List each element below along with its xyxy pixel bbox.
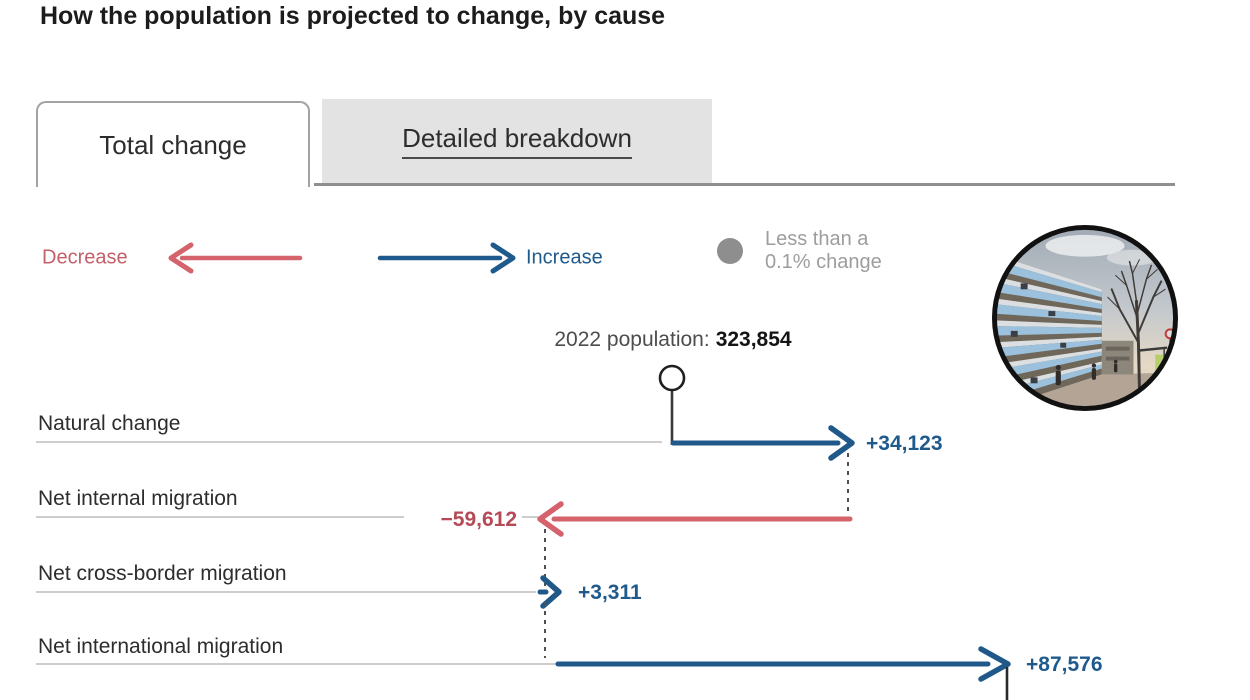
legend-neutral-label: Less than a 0.1% change — [765, 228, 882, 274]
row-baseline-net-internal-migration — [36, 516, 404, 518]
value-net-internal-migration: −59,612 — [440, 508, 518, 531]
page-title: How the population is projected to chang… — [40, 1, 666, 30]
photo-border-ring — [991, 224, 1179, 412]
legend-decrease-arrow-icon — [168, 242, 303, 274]
arrow-natural-change — [670, 425, 855, 461]
tab-total-change[interactable]: Total change — [36, 101, 310, 187]
value-net-international-migration: +87,576 — [1026, 653, 1103, 676]
arrow-net-cross-border-migration — [537, 575, 562, 609]
row-label-net-cross-border-migration: Net cross-border migration — [38, 562, 287, 585]
legend-neutral-line1: Less than a — [765, 228, 869, 250]
photo-bin — [1004, 378, 1015, 396]
row-label-natural-change: Natural change — [38, 412, 181, 435]
legend-increase-label: Increase — [526, 246, 603, 269]
arrow-net-internal-migration — [537, 501, 853, 537]
row-baseline-natural-change — [36, 441, 662, 443]
row-label-net-internal-migration: Net internal migration — [38, 487, 238, 510]
tab-detailed-breakdown[interactable]: Detailed breakdown — [322, 99, 712, 183]
start-population-marker — [658, 364, 686, 445]
photo-apartment-building — [995, 251, 1102, 408]
area-photo — [991, 224, 1179, 412]
tab-detailed-breakdown-label: Detailed breakdown — [402, 123, 632, 159]
arrow-net-international-migration — [555, 646, 1011, 682]
photo-cloud — [1045, 234, 1125, 257]
row-baseline-net-international-migration — [36, 663, 558, 665]
start-population-label: 2022 population: 323,854 — [373, 328, 973, 352]
row-baseline-net-cross-border-migration — [36, 591, 536, 593]
start-population-value: 323,854 — [715, 328, 792, 351]
photo-pedestrians — [1055, 359, 1118, 386]
row-baseline-net-internal-migration-tick — [522, 516, 538, 518]
legend-decrease-label: Decrease — [42, 246, 128, 269]
value-natural-change: +34,123 — [866, 432, 943, 455]
tab-total-change-label: Total change — [99, 129, 247, 160]
legend-neutral-dot-icon — [717, 238, 743, 264]
value-net-cross-border-migration: +3,311 — [578, 581, 642, 604]
row-label-net-international-migration: Net international migration — [38, 635, 284, 658]
legend-increase-arrow-icon — [377, 242, 516, 274]
start-population-prefix: 2022 population: — [554, 328, 710, 351]
tab-divider-rule — [314, 183, 1175, 186]
legend-neutral-line2: 0.1% change — [765, 251, 882, 273]
